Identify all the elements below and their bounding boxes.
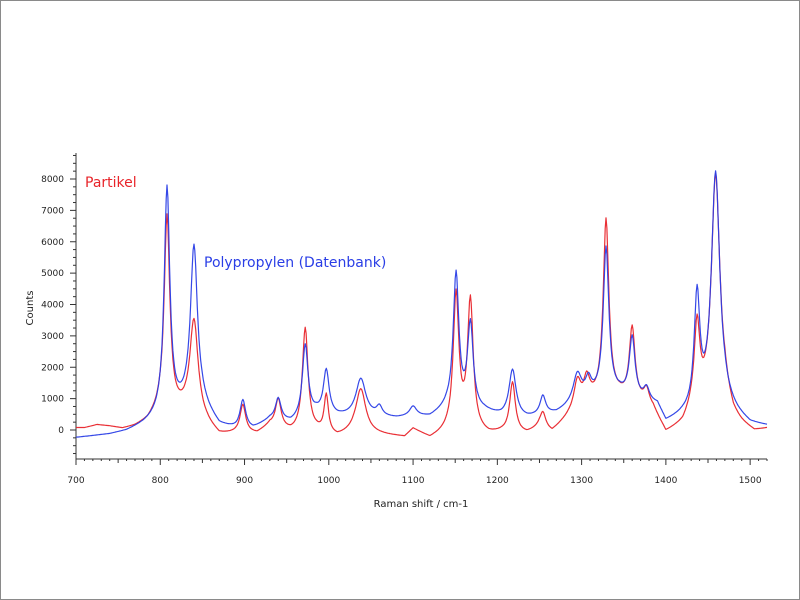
y-tick-label: 4000 bbox=[41, 301, 64, 311]
series-line-polypropylen bbox=[75, 170, 768, 438]
y-tick-label: 7000 bbox=[41, 206, 64, 216]
x-tick-label: 900 bbox=[236, 476, 253, 486]
x-tick-label: 800 bbox=[152, 476, 169, 486]
x-tick-label: 1500 bbox=[739, 476, 762, 486]
x-tick-label: 700 bbox=[67, 476, 84, 486]
series-label-polypropylen: Polypropylen (Datenbank) bbox=[204, 255, 386, 271]
x-tick-label: 1000 bbox=[317, 476, 340, 486]
y-tick-label: 2000 bbox=[41, 363, 64, 373]
x-tick-label: 1100 bbox=[402, 476, 425, 486]
y-tick-label: 8000 bbox=[41, 175, 64, 185]
y-axis-title: Counts bbox=[25, 291, 36, 326]
y-tick-label: 0 bbox=[58, 426, 64, 436]
y-tick-label: 5000 bbox=[41, 269, 64, 279]
series-label-partikel: Partikel bbox=[85, 175, 137, 191]
x-tick-label: 1400 bbox=[654, 476, 677, 486]
x-tick-label: 1300 bbox=[570, 476, 593, 486]
series-line-partikel bbox=[75, 172, 768, 437]
x-tick-label: 1200 bbox=[486, 476, 509, 486]
series-layer bbox=[75, 170, 768, 438]
y-tick-label: 6000 bbox=[41, 238, 64, 248]
x-axis: 700 800 900 1000 1100 1200 1300 1400 1500 bbox=[67, 458, 768, 486]
x-axis-title: Raman shift / cm-1 bbox=[374, 499, 469, 510]
y-tick-label: 1000 bbox=[41, 395, 64, 405]
y-tick-label: 3000 bbox=[41, 332, 64, 342]
y-axis: 0 1000 2000 3000 4000 5000 6000 7000 8000 bbox=[41, 153, 77, 459]
